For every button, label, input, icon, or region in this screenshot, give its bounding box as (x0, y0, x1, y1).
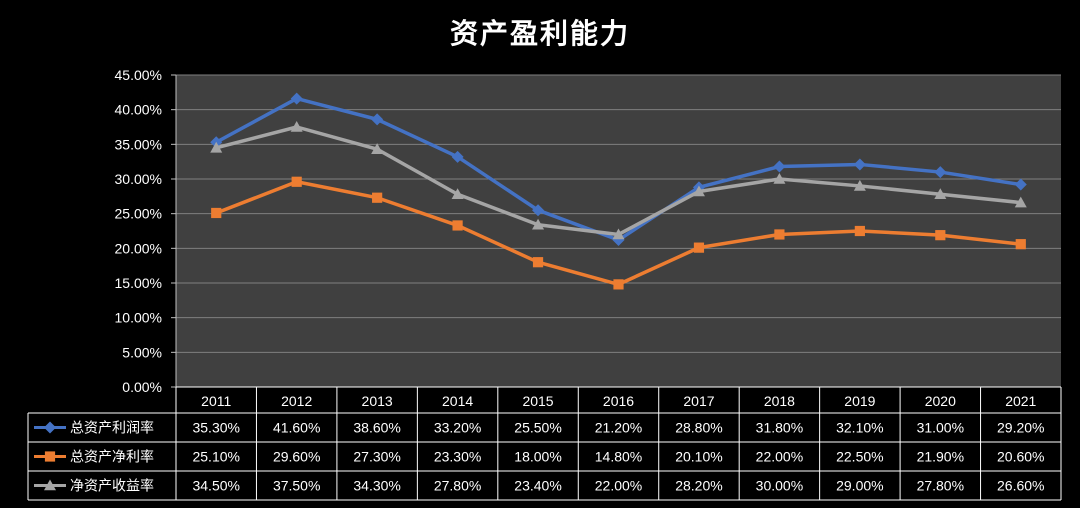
series-3-data-label: 26.60% (997, 478, 1044, 494)
y-tick-label: 0.00% (122, 379, 162, 395)
series-3-legend-marker (44, 479, 56, 491)
y-tick-label: 15.00% (115, 275, 162, 291)
series-2-data-label: 20.10% (675, 449, 722, 465)
series-2-point (291, 176, 302, 187)
x-tick-label: 2011 (201, 393, 231, 409)
y-tick-label: 10.00% (115, 310, 162, 326)
series-3-point (773, 173, 786, 184)
series-3-legend-label: 净资产收益率 (70, 478, 154, 495)
y-tick-label: 5.00% (122, 344, 162, 360)
series-1-legend-label: 总资产利润率 (70, 420, 154, 437)
series-3-point (934, 188, 947, 200)
series-3-point (210, 141, 223, 153)
series-2-data-label: 18.00% (514, 449, 561, 465)
series-2-point (935, 230, 946, 241)
series-3-point (612, 228, 625, 240)
y-tick-label: 40.00% (115, 102, 162, 118)
y-tick-label: 25.00% (115, 206, 162, 222)
series-1-point (773, 160, 786, 173)
series-2-point (854, 225, 865, 237)
x-tick-label: 2018 (764, 393, 795, 409)
series-2-data-label: 22.50% (836, 449, 883, 465)
series-2-data-label: 22.00% (756, 449, 803, 465)
series-1-point (934, 166, 947, 179)
series-2-point (372, 192, 383, 203)
series-3-point (371, 143, 384, 154)
series-1-point (451, 150, 464, 163)
x-tick-label: 2015 (522, 393, 553, 409)
y-tick-label: 45.00% (115, 67, 162, 83)
series-2-data-label: 27.30% (353, 449, 400, 465)
x-tick-label: 2020 (925, 393, 956, 409)
series-3-point (290, 121, 303, 132)
series-2-point (774, 229, 785, 240)
series-3-data-label: 28.20% (675, 478, 722, 494)
series-2-point (1015, 239, 1026, 250)
series-3-data-label: 27.80% (434, 478, 481, 494)
series-2-data-label: 25.10% (192, 449, 239, 465)
series-2-point (613, 279, 624, 290)
series-2-data-label: 14.80% (595, 449, 642, 465)
series-3-point (532, 218, 545, 230)
series-3-data-label: 22.00% (595, 478, 642, 494)
y-tick-label: 35.00% (115, 136, 162, 152)
series-3-point (692, 185, 705, 197)
x-tick-label: 2013 (362, 393, 393, 409)
series-3-point (451, 188, 464, 200)
series-2-legend-marker (44, 451, 56, 462)
series-2-data-label: 20.60% (997, 449, 1044, 465)
series-1-data-label: 25.50% (514, 420, 561, 436)
series-3-data-label: 27.80% (917, 478, 964, 494)
series-3-data-label: 34.50% (192, 478, 239, 494)
series-3-data-label: 34.30% (353, 478, 400, 494)
series-2-data-label: 23.30% (434, 449, 481, 465)
series-2-point (452, 220, 463, 231)
series-1-point (853, 158, 866, 171)
y-tick-label: 20.00% (115, 240, 162, 256)
series-1-point (1014, 178, 1027, 191)
series-3-data-label: 23.40% (514, 478, 561, 494)
series-3-point (1014, 196, 1027, 208)
series-1-data-label: 35.30% (192, 420, 239, 436)
series-2-data-label: 29.60% (273, 449, 320, 465)
x-tick-label: 2019 (844, 393, 875, 409)
series-1-point (290, 92, 303, 105)
series-3-point (853, 179, 866, 191)
x-tick-label: 2012 (281, 393, 312, 409)
series-2-legend-label: 总资产净利率 (70, 449, 154, 466)
x-tick-label: 2021 (1005, 393, 1036, 409)
series-2-data-label: 21.90% (917, 449, 964, 465)
series-1-data-label: 28.80% (675, 420, 722, 436)
series-1-point (371, 113, 384, 126)
series-1-data-label: 41.60% (273, 420, 320, 436)
series-2-point (532, 257, 544, 268)
series-2-point (211, 207, 222, 219)
series-1-data-label: 21.20% (595, 420, 642, 436)
x-tick-label: 2017 (683, 393, 714, 409)
series-1-data-label: 32.10% (836, 420, 883, 436)
series-1-point (532, 204, 545, 217)
series-1-legend-marker (44, 421, 56, 434)
series-3-data-label: 29.00% (836, 478, 883, 494)
series-1-data-label: 31.80% (756, 420, 803, 436)
series-3-data-label: 37.50% (273, 478, 320, 494)
series-1-data-label: 29.20% (997, 420, 1044, 436)
series-3-data-label: 30.00% (756, 478, 803, 494)
y-tick-label: 30.00% (115, 171, 162, 187)
series-1-data-label: 33.20% (434, 420, 481, 436)
series-2-point (693, 242, 705, 253)
series-1-data-label: 38.60% (353, 420, 400, 436)
chart-title: 资产盈利能力 (449, 17, 630, 50)
series-1-data-label: 31.00% (917, 420, 964, 436)
x-tick-label: 2016 (603, 393, 634, 409)
x-tick-label: 2014 (442, 393, 473, 409)
